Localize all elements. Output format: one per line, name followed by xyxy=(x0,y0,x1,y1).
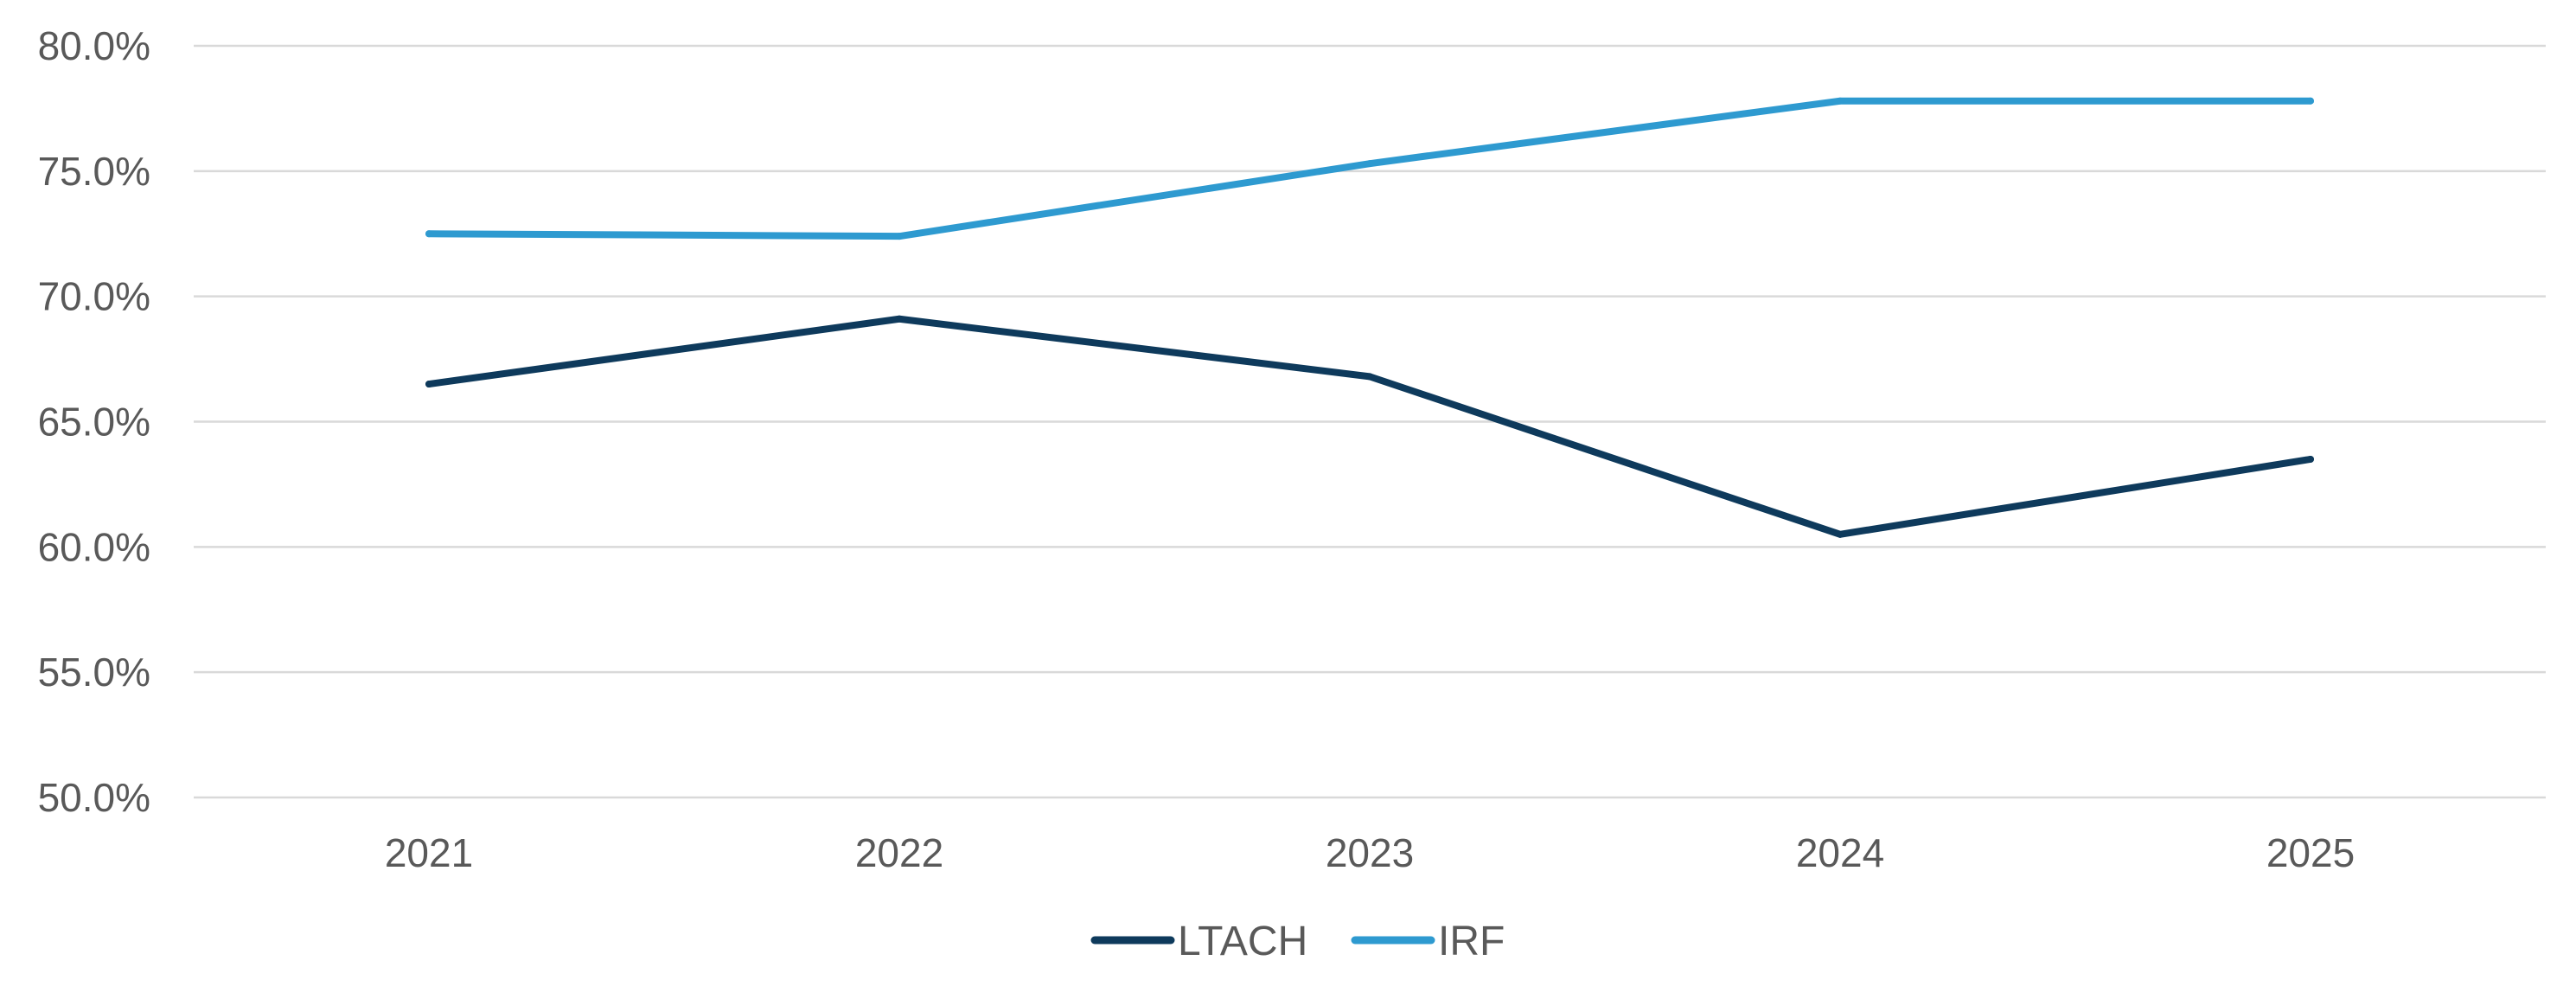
data-point-ltach xyxy=(2307,455,2314,463)
data-point-ltach xyxy=(896,315,903,323)
series-line-ltach xyxy=(425,315,2314,538)
y-axis-ticks: 50.0% 55.0% 60.0% 65.0% 70.0% 75.0% 80.0% xyxy=(38,23,150,820)
data-point-ltach xyxy=(1366,373,1373,381)
y-tick-label: 70.0% xyxy=(38,274,150,319)
series-lines xyxy=(425,97,2314,538)
y-tick-label: 50.0% xyxy=(38,775,150,820)
y-tick-label: 60.0% xyxy=(38,524,150,569)
data-point-irf xyxy=(425,230,432,238)
gridlines xyxy=(194,44,2546,799)
series-line-irf xyxy=(425,97,2314,240)
y-tick-label: 65.0% xyxy=(38,400,150,445)
y-tick-label: 75.0% xyxy=(38,149,150,194)
x-tick-label: 2021 xyxy=(385,830,473,875)
series-ltach-group xyxy=(425,315,2314,538)
x-tick-label: 2024 xyxy=(1796,830,1884,875)
data-point-irf xyxy=(2307,97,2314,105)
data-point-irf xyxy=(1366,160,1373,168)
data-point-ltach xyxy=(425,381,432,388)
legend-label: IRF xyxy=(1438,919,1505,964)
series-irf-group xyxy=(425,97,2314,240)
y-tick-label: 55.0% xyxy=(38,650,150,695)
legend: LTACH IRF xyxy=(1090,919,1505,964)
x-tick-label: 2022 xyxy=(855,830,943,875)
data-point-irf xyxy=(896,233,903,240)
legend-label: LTACH xyxy=(1178,919,1307,964)
y-tick-label: 80.0% xyxy=(38,23,150,68)
x-tick-label: 2025 xyxy=(2266,830,2355,875)
x-tick-label: 2023 xyxy=(1326,830,1414,875)
data-point-irf xyxy=(1837,97,1844,105)
legend-item-ltach: LTACH xyxy=(1090,919,1307,964)
x-axis-ticks: 2021 2022 2023 2024 2025 xyxy=(385,830,2355,875)
data-point-ltach xyxy=(1837,530,1844,538)
legend-item-irf: IRF xyxy=(1351,919,1505,964)
